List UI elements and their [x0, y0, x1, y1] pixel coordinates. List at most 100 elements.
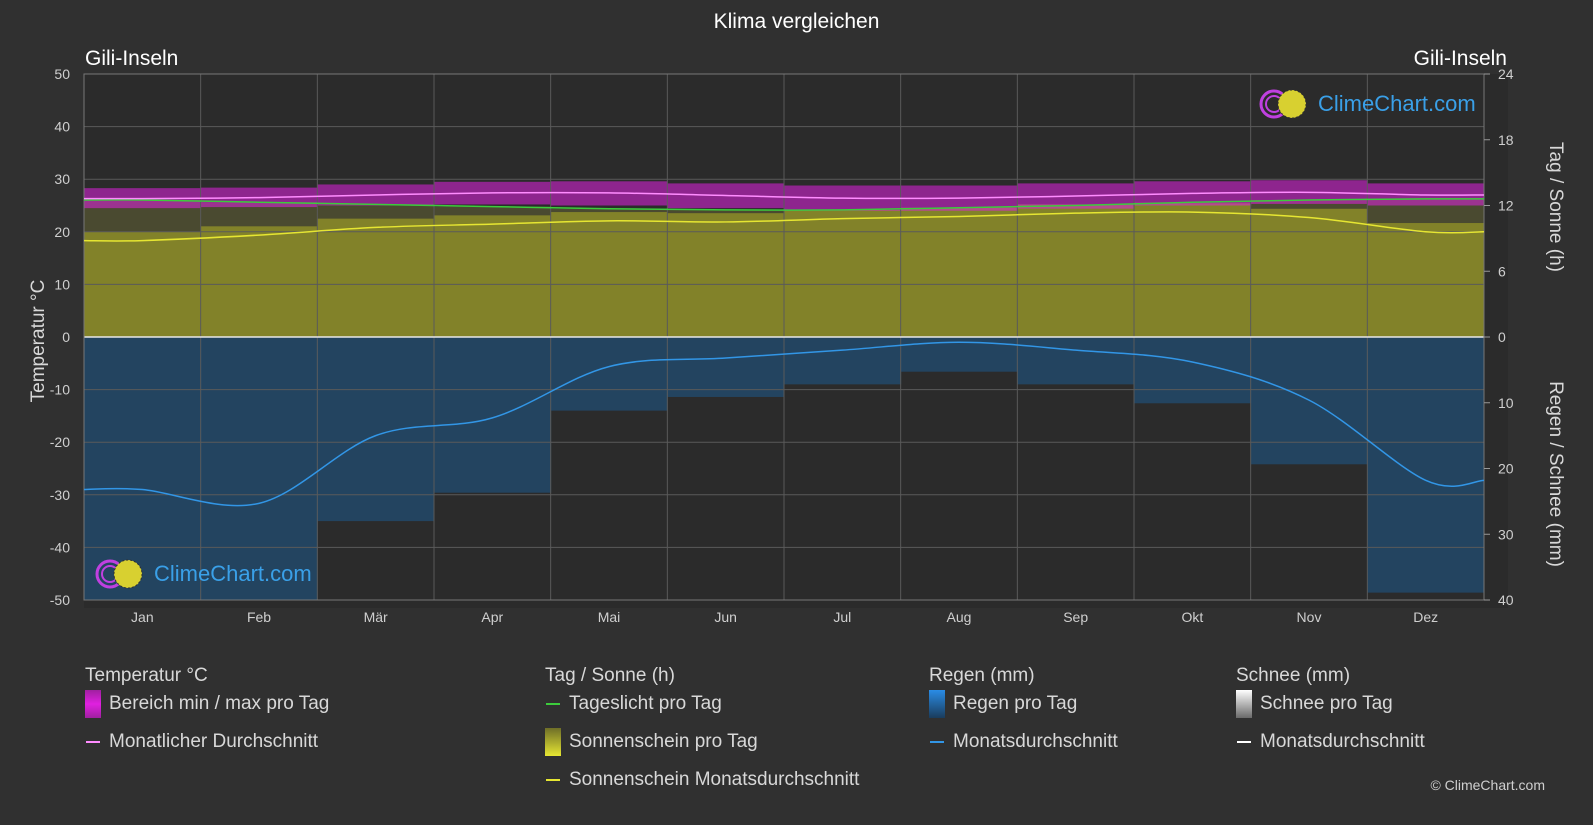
rain-avg-swatch [930, 741, 944, 743]
climate-chart: 50 40 30 20 10 0 -10 -20 -30 -40 -50 24 18 12 6 0 10 20 30… [28, 66, 1566, 625]
temp-avg-line [83, 191, 1485, 200]
x-tick-label-Jan: Jan [131, 609, 154, 625]
y-left-tick-label: 0 [62, 329, 70, 345]
y-right-bottom-tick-label: 20 [1498, 461, 1514, 477]
sunshine-avg-line [83, 211, 1485, 242]
logo-bottom-text: ClimeChart.com [154, 561, 312, 586]
x-tick-label-Mär: Mär [364, 609, 388, 625]
logo-top[interactable]: ClimeChart.com [1258, 88, 1476, 120]
legend-rain-title: Regen (mm) [929, 665, 1035, 686]
rain-bar-Apr [434, 337, 552, 493]
sunshine-bar-Dez [1367, 223, 1485, 337]
chart-title: Klima vergleichen [713, 10, 880, 33]
y-left-tick-label: -30 [50, 487, 70, 503]
y-left-axis-title: Temperatur °C [28, 280, 49, 403]
sunshine-bar-Nov [1250, 208, 1368, 337]
legend-snow-avg-label: Monatsdurchschnitt [1260, 731, 1425, 752]
rain-bar-Feb [200, 337, 318, 600]
daylight-line [83, 198, 1485, 211]
sunshine-bar-Feb [200, 226, 318, 337]
sunshine-bar-Mai [550, 212, 668, 337]
legend-rain-day: Regen pro Tag [929, 690, 1077, 718]
y-right-top-tick-label: 12 [1498, 198, 1514, 214]
x-tick-label-Apr: Apr [481, 609, 503, 625]
sunshine-swatch [545, 728, 561, 756]
legend-temp-range: Bereich min / max pro Tag [85, 690, 329, 718]
x-tick-label-Sep: Sep [1063, 609, 1088, 625]
x-tick-label-Dez: Dez [1413, 609, 1438, 625]
legend-snow-day: Schnee pro Tag [1236, 690, 1393, 718]
snow-avg-swatch [1237, 741, 1251, 743]
x-tick-label-Okt: Okt [1181, 609, 1203, 625]
legend-rain-avg-label: Monatsdurchschnitt [953, 731, 1118, 752]
climechart-logo-icon [95, 559, 143, 589]
x-tick-label-Mai: Mai [598, 609, 621, 625]
y-right-top-tick-label: 24 [1498, 66, 1514, 82]
sunshine-bar-Aug [900, 207, 1018, 337]
temp-avg-swatch [86, 741, 100, 743]
legend-sunshine-avg-label: Sonnenschein Monatsdurchschnitt [569, 769, 860, 790]
y-left-tick-label: -20 [50, 434, 70, 450]
sunshine-bar-Apr [434, 215, 552, 337]
sunshine-bar-Mär [317, 218, 435, 337]
rain-bar-Okt [1134, 337, 1252, 404]
axis-ticks: 50 40 30 20 10 0 -10 -20 -30 -40 -50 24 18 12 6 0 10 20 30… [50, 66, 1514, 625]
y-right-top-tick-label: 0 [1498, 329, 1506, 345]
x-tick-label-Aug: Aug [947, 609, 972, 625]
legend-snow-title: Schnee (mm) [1236, 665, 1351, 686]
y-right-top-tick-label: 18 [1498, 132, 1514, 148]
rain-bar-Sep [1017, 337, 1135, 385]
y-right-top-tick-label: 6 [1498, 263, 1506, 279]
x-tick-label-Jun: Jun [714, 609, 737, 625]
legend-temp-avg-label: Monatlicher Durchschnitt [109, 731, 319, 752]
y-left-tick-label: 50 [54, 66, 70, 82]
legend-rain-avg: Monatsdurchschnitt [929, 728, 1118, 756]
rain-bar-Mär [317, 337, 435, 522]
y-right-bottom-tick-label: 40 [1498, 592, 1514, 608]
y-left-tick-label: 30 [54, 171, 70, 187]
rain-bar-Dez [1367, 337, 1485, 593]
legend-daylight: Tageslicht pro Tag [545, 690, 722, 718]
temp-range-swatch [85, 690, 101, 718]
y-left-tick-label: 10 [54, 276, 70, 292]
y-right-top-axis-title: Tag / Sonne (h) [1545, 142, 1566, 272]
data-lines [83, 191, 1485, 507]
sunshine-bar-Jun [667, 213, 785, 337]
legend-sunshine: Sonnenschein pro Tag [545, 728, 758, 756]
x-tick-label-Feb: Feb [247, 609, 271, 625]
legend-daylight-label: Tageslicht pro Tag [569, 693, 722, 714]
logo-top-text: ClimeChart.com [1318, 91, 1476, 116]
y-left-tick-label: -40 [50, 539, 70, 555]
rain-bar-Jul [784, 337, 902, 385]
sunshine-bar-Sep [1017, 204, 1135, 337]
rain-swatch [929, 690, 945, 718]
location-left: Gili-Inseln [85, 47, 179, 70]
legend-sunshine-label: Sonnenschein pro Tag [569, 731, 758, 752]
legend-temp-title: Temperatur °C [85, 665, 208, 686]
snow-swatch [1236, 690, 1252, 718]
y-left-tick-label: 40 [54, 119, 70, 135]
y-left-tick-label: 20 [54, 224, 70, 240]
copyright[interactable]: © ClimeChart.com [1430, 777, 1545, 793]
legend-snow-avg: Monatsdurchschnitt [1236, 728, 1425, 756]
x-tick-label-Nov: Nov [1297, 609, 1322, 625]
y-left-tick-label: -10 [50, 382, 70, 398]
y-right-bottom-tick-label: 30 [1498, 526, 1514, 542]
daylight-swatch [546, 703, 560, 705]
rain-bar-Mai [550, 337, 668, 411]
logo-bottom[interactable]: ClimeChart.com [94, 558, 312, 590]
rain-bar-Jan [84, 337, 202, 600]
legend-temp-range-label: Bereich min / max pro Tag [109, 693, 330, 714]
sunshine-bar-Jul [784, 209, 902, 337]
legend-temp-avg: Monatlicher Durchschnitt [85, 728, 318, 756]
y-left-tick-label: -50 [50, 592, 70, 608]
x-tick-label-Jul: Jul [833, 609, 851, 625]
rain-bar-Jun [667, 337, 785, 397]
legend-rain-day-label: Regen pro Tag [953, 693, 1078, 714]
legend-sun-title: Tag / Sonne (h) [545, 665, 675, 686]
y-right-bottom-axis-title: Regen / Schnee (mm) [1545, 381, 1566, 567]
y-right-bottom-tick-label: 10 [1498, 395, 1514, 411]
rain-avg-line [83, 341, 1485, 507]
legend-snow-day-label: Schnee pro Tag [1260, 693, 1393, 714]
sunshine-bar-Okt [1134, 203, 1252, 337]
